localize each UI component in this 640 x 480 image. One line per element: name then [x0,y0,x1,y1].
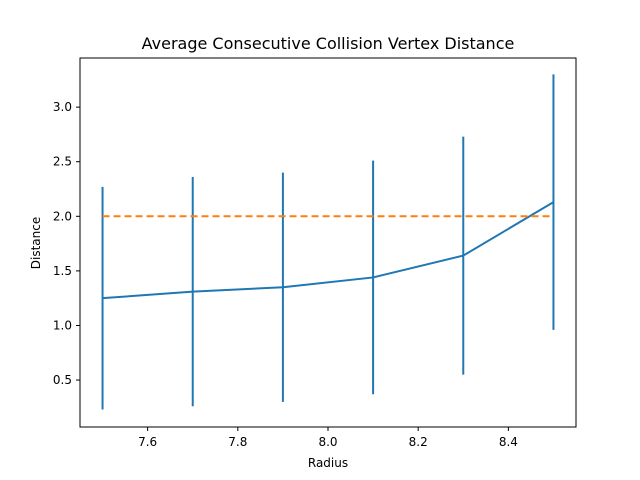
x-tick-label: 7.8 [228,435,247,449]
y-tick-label: 2.5 [53,155,72,169]
x-tick-label: 8.0 [318,435,337,449]
x-tick-label: 8.4 [499,435,518,449]
series-line [102,201,554,300]
y-axis: 0.5 1.0 1.5 2.0 2.5 3.0 [53,100,80,387]
plot-frame [79,57,577,428]
x-axis-label: Radius [308,456,348,470]
chart-title: Average Consecutive Collision Vertex Dis… [142,34,515,53]
y-tick-label: 2.0 [53,209,72,223]
x-tick-label: 7.6 [138,435,157,449]
x-tick-label: 8.2 [409,435,428,449]
y-axis-label: Distance [29,217,43,269]
y-tick-label: 0.5 [53,373,72,387]
y-tick-label: 1.0 [53,318,72,332]
plot-area [101,74,555,410]
x-axis: 7.6 7.8 8.0 8.2 8.4 [138,427,518,449]
y-tick-label: 3.0 [53,100,72,114]
y-tick-label: 1.5 [53,264,72,278]
